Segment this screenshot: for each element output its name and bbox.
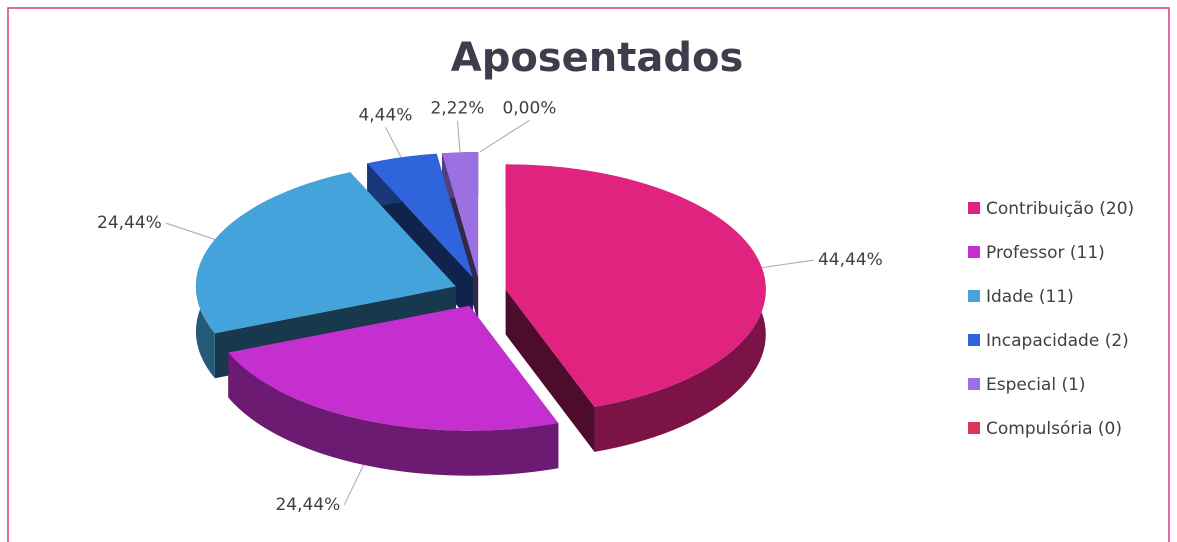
chart-title: Aposentados — [451, 35, 744, 81]
leader-line — [479, 119, 530, 153]
legend-swatch — [968, 246, 980, 258]
legend-label: Especial (1) — [986, 375, 1086, 395]
data-label: 44,44% — [818, 250, 883, 270]
leader-line — [385, 127, 402, 158]
slice — [505, 164, 766, 452]
slice-wall — [228, 352, 559, 476]
legend-swatch — [968, 202, 980, 214]
legend-label: Contribuição (20) — [986, 199, 1134, 219]
slice-top — [195, 172, 456, 334]
slice-top — [228, 305, 559, 431]
legend-label: Incapacidade (2) — [986, 331, 1129, 351]
legend-label: Idade (11) — [986, 287, 1074, 307]
legend-swatch — [968, 290, 980, 302]
leader-line — [761, 259, 815, 269]
legend-swatch — [968, 422, 980, 434]
leader-line — [456, 120, 461, 153]
slice-side — [505, 289, 595, 452]
slice-top — [367, 153, 473, 278]
legend-swatch — [968, 334, 980, 346]
data-label: 2,22% — [430, 99, 484, 119]
leader-line — [165, 222, 216, 240]
legend-label: Professor (11) — [986, 243, 1105, 263]
slice-top — [442, 152, 479, 277]
slice — [228, 305, 559, 476]
legend-label: Compulsória (0) — [986, 419, 1122, 439]
leader-line — [343, 464, 365, 506]
slice-top — [505, 164, 766, 407]
data-label: 24,44% — [97, 213, 162, 233]
data-label: 24,44% — [275, 495, 340, 515]
data-label: 0,00% — [502, 98, 556, 118]
data-label: 4,44% — [358, 105, 412, 125]
legend-swatch — [968, 378, 980, 390]
